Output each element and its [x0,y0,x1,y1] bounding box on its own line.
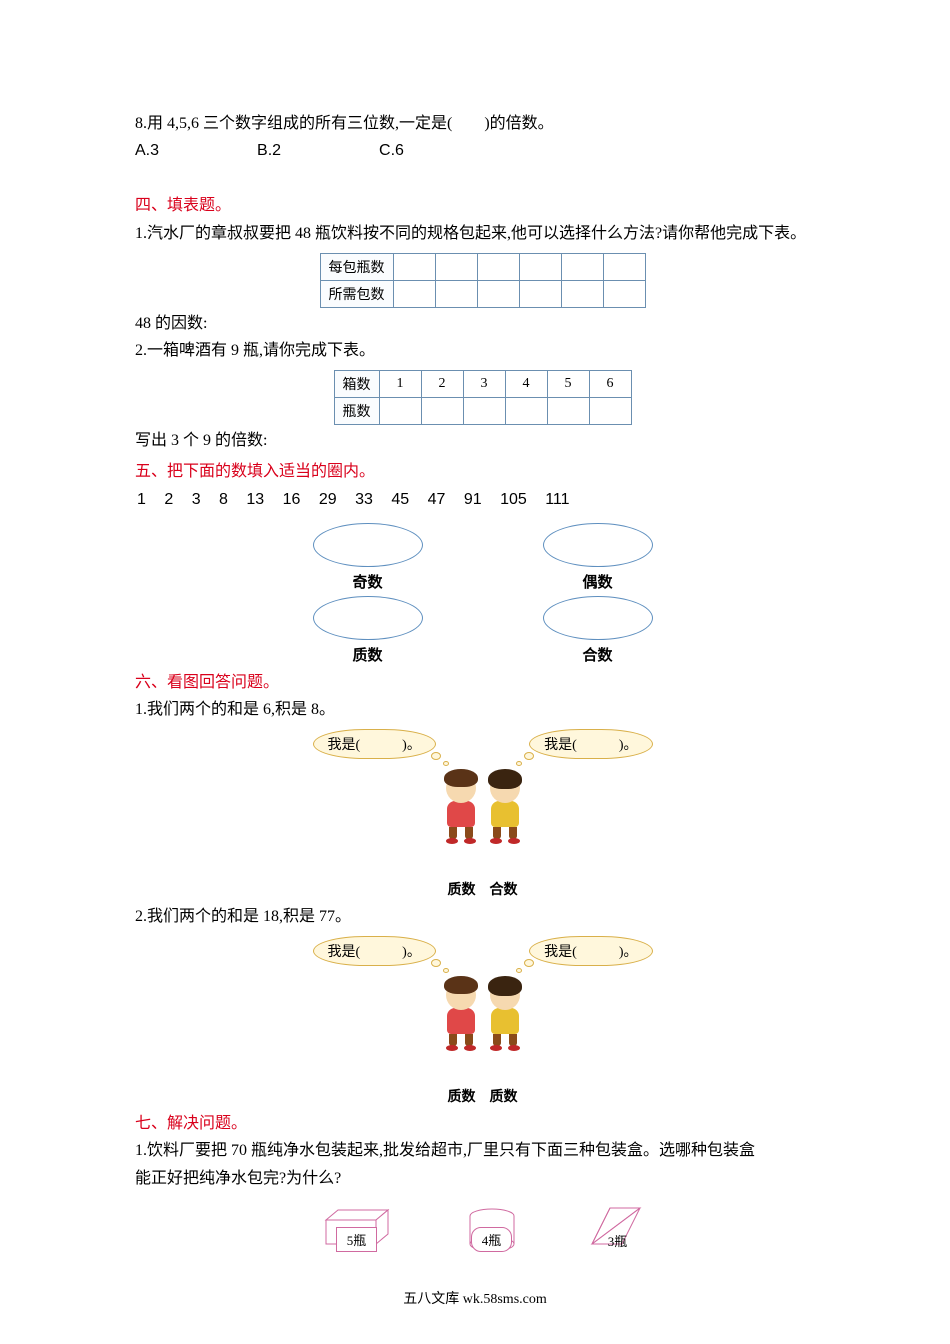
q8-text: 8.用 4,5,6 三个数字组成的所有三位数,一定是( )的倍数。 [135,110,830,137]
box-5-label: 5瓶 [336,1227,378,1252]
tbl1-cell [561,253,603,280]
tbl1-cell [435,280,477,307]
box-5: 5瓶 [318,1208,396,1252]
factors-48-label: 48 的因数: [135,310,830,337]
q8-opt-c: C.6 [379,142,404,159]
speech-bubble-right-2: 我是( )。 [529,936,652,966]
sec4-q2: 2.一箱啤酒有 9 瓶,请你完成下表。 [135,337,830,364]
tbl2-cell [505,398,547,425]
tbl2-cell [463,398,505,425]
sec7-q1b: 能正好把纯净水包完?为什么? [135,1165,830,1192]
tbl1-cell [477,253,519,280]
tbl2-cell [421,398,463,425]
label-odd: 奇数 [313,571,423,592]
bubble-left-text-2: 我是( )。 [328,945,421,960]
tbl1-cell [561,280,603,307]
tbl2-cell: 2 [421,371,463,398]
tbl2-r2-label: 瓶数 [334,398,379,425]
kids-label-1: 质数 合数 [448,879,518,899]
kid-right-icon-2 [486,980,524,1051]
page-footer: 五八文库 wk.58sms.com [0,1288,950,1308]
classification-circles: 奇数 偶数 质数 合数 [313,523,653,665]
tbl2-cell [589,398,631,425]
speech-bubble-right: 我是( )。 [529,729,652,759]
box-3-label: 3瓶 [598,1229,638,1252]
tbl1-cell [477,280,519,307]
q8-opt-a: A.3 [135,142,159,159]
label-composite: 合数 [543,644,653,665]
oval-even [543,523,653,567]
tbl1-cell [519,253,561,280]
oval-odd [313,523,423,567]
tbl2-cell: 6 [589,371,631,398]
label-even: 偶数 [543,571,653,592]
speech-bubble-left: 我是( )。 [313,729,436,759]
label-prime: 质数 [313,644,423,665]
kids-icon [438,773,528,863]
tbl1-r1-label: 每包瓶数 [320,253,393,280]
section-7-title: 七、解决问题。 [135,1110,830,1137]
box-4: 4瓶 [465,1208,519,1252]
section-4-title: 四、填表题。 [135,192,830,219]
tbl1-cell [393,280,435,307]
section-5-title: 五、把下面的数填入适当的圈内。 [135,458,830,485]
oval-composite [543,596,653,640]
sec7-q1a: 1.饮料厂要把 70 瓶纯净水包装起来,批发给超市,厂里只有下面三种包装盒。选哪… [135,1137,830,1164]
tbl2-cell [379,398,421,425]
figure-kids-1: 我是( )。 我是( )。 质数 合数 [313,729,653,899]
packaging-boxes: 5瓶 4瓶 3瓶 [318,1200,648,1252]
kid-left-icon [442,773,480,844]
kid-left-icon-2 [442,980,480,1051]
sec6-q2: 2.我们两个的和是 18,积是 77。 [135,903,830,930]
box-3: 3瓶 [588,1200,648,1252]
multiples-9-label: 写出 3 个 9 的倍数: [135,427,830,454]
figure-kids-2: 我是( )。 我是( )。 质数 质数 [313,936,653,1106]
kid-right-icon [486,773,524,844]
tbl2-cell: 1 [379,371,421,398]
tbl2-cell: 5 [547,371,589,398]
box-4-label: 4瓶 [471,1227,513,1252]
tbl1-cell [603,280,645,307]
tbl1-cell [393,253,435,280]
tbl2-cell: 4 [505,371,547,398]
q8-opt-b: B.2 [257,142,281,159]
q8-options: A.3 B.2 C.6 [135,137,830,164]
sec6-q1: 1.我们两个的和是 6,积是 8。 [135,696,830,723]
kids-icon-2 [438,980,528,1070]
speech-bubble-left-2: 我是( )。 [313,936,436,966]
number-list: 1 2 3 8 13 16 29 33 45 47 91 105 111 [135,486,830,513]
tbl2-r1-label: 箱数 [334,371,379,398]
tbl2-cell [547,398,589,425]
kids-label-2: 质数 质数 [448,1086,518,1106]
oval-prime [313,596,423,640]
table-beer: 箱数 1 2 3 4 5 6 瓶数 [334,370,632,425]
tbl1-cell [603,253,645,280]
tbl2-cell: 3 [463,371,505,398]
table-packaging: 每包瓶数 所需包数 [320,253,646,308]
bubble-left-text: 我是( )。 [328,738,421,753]
bubble-right-text: 我是( )。 [544,738,637,753]
bubble-right-text-2: 我是( )。 [544,945,637,960]
tbl1-cell [435,253,477,280]
tbl1-cell [519,280,561,307]
sec4-q1: 1.汽水厂的章叔叔要把 48 瓶饮料按不同的规格包起来,他可以选择什么方法?请你… [135,220,830,247]
tbl1-r2-label: 所需包数 [320,280,393,307]
section-6-title: 六、看图回答问题。 [135,669,830,696]
